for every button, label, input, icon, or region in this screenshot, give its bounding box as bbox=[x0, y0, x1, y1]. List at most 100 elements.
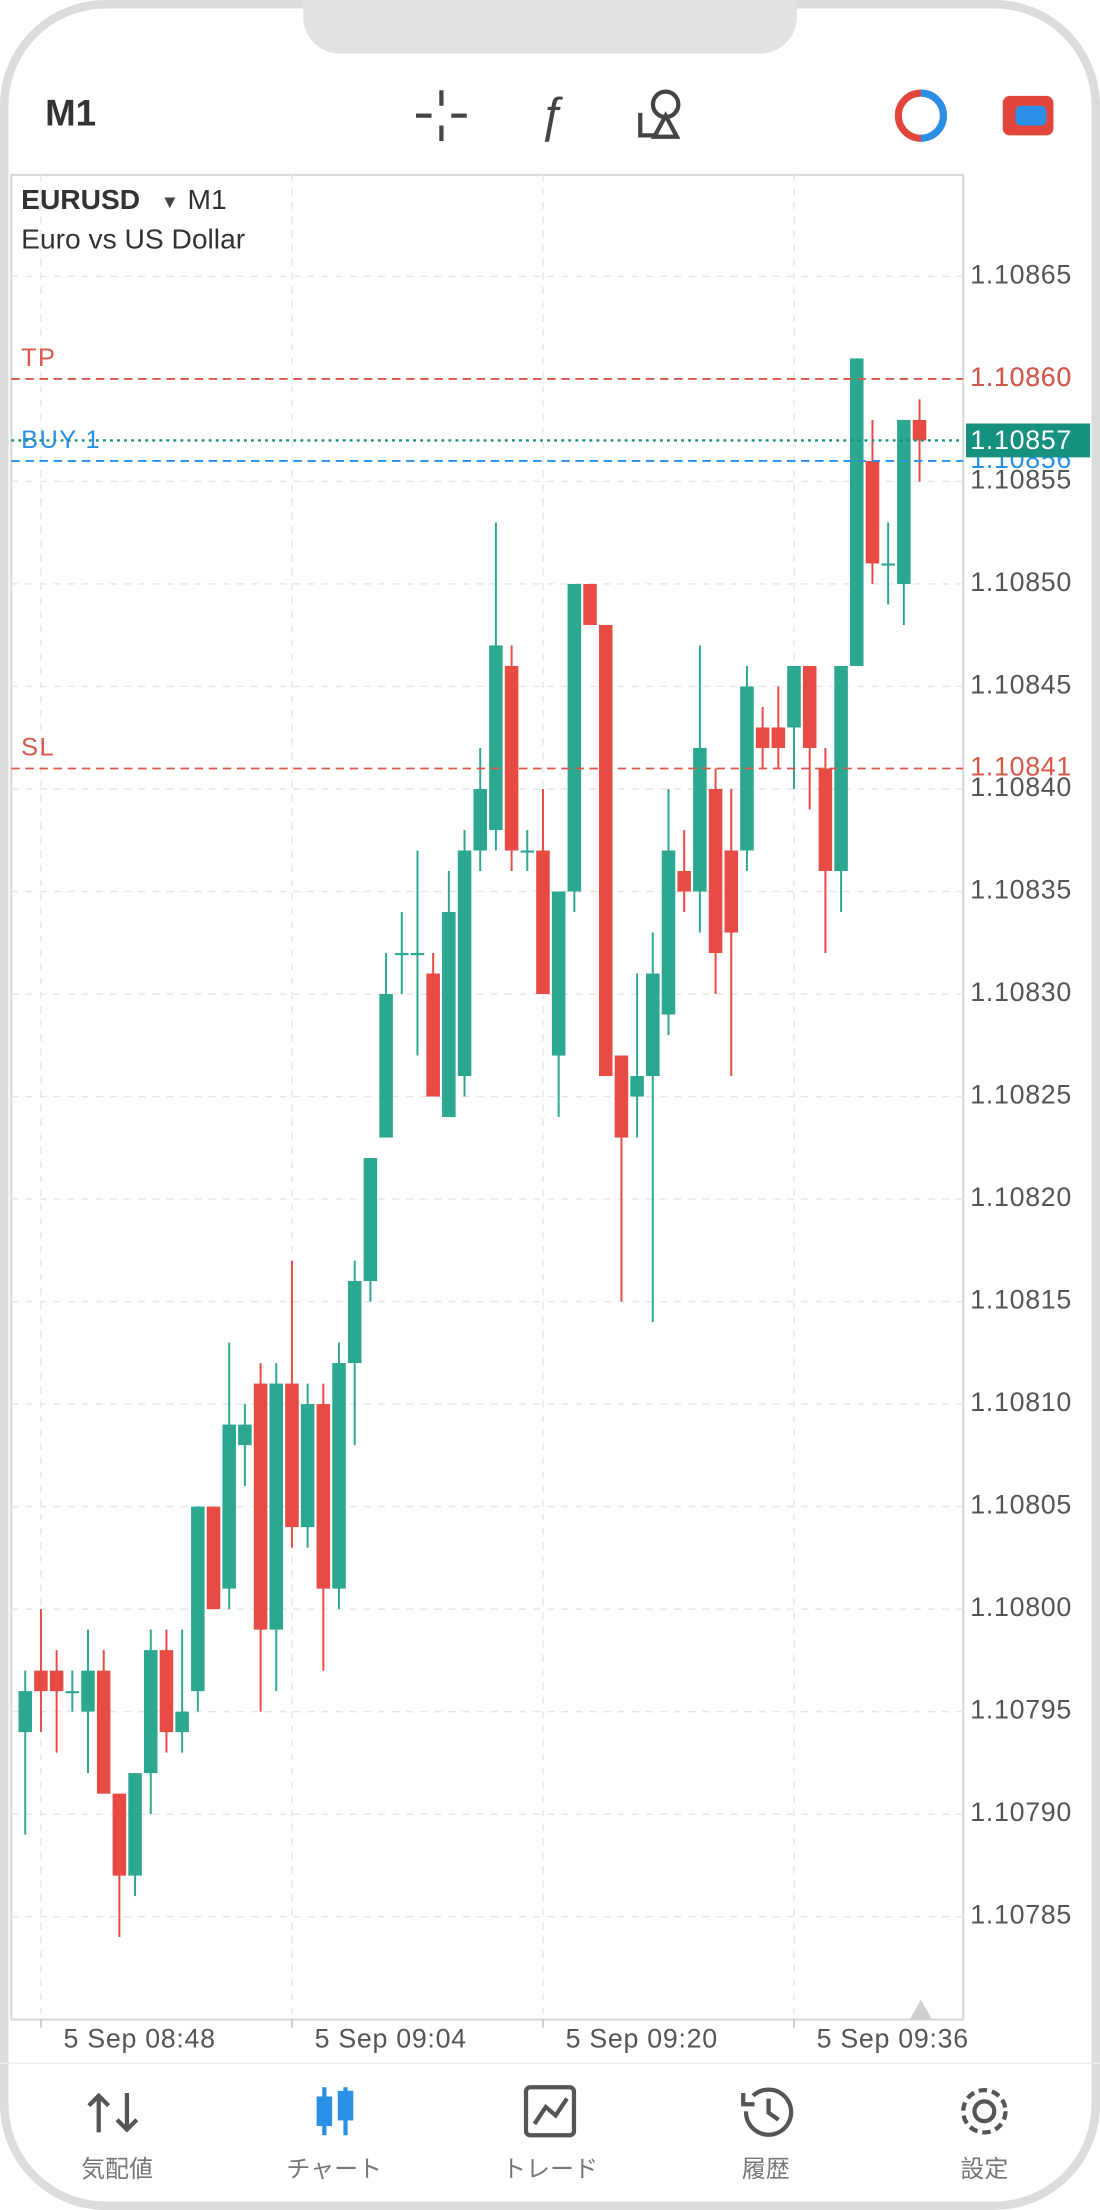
y-tick-label: 1.10805 bbox=[970, 1490, 1072, 1520]
x-tick-label: 5 Sep 09:04 bbox=[315, 2023, 467, 2053]
candle-body bbox=[49, 1670, 64, 1692]
level-name: TP bbox=[21, 344, 56, 372]
y-tick-label: 1.10855 bbox=[970, 465, 1072, 495]
candle-body bbox=[787, 665, 801, 728]
candle-body bbox=[442, 912, 456, 1118]
candle-body bbox=[128, 1773, 142, 1876]
candle-body bbox=[630, 1076, 644, 1097]
y-tick-label: 1.10850 bbox=[970, 567, 1072, 597]
candle-body bbox=[489, 645, 503, 830]
candle-body bbox=[865, 460, 880, 564]
candle-body bbox=[818, 768, 833, 872]
timeframe-button[interactable]: M1 bbox=[45, 92, 96, 133]
candle-body bbox=[410, 953, 425, 956]
candle-body bbox=[693, 747, 707, 892]
candle-body bbox=[143, 1650, 158, 1774]
crosshair-icon[interactable] bbox=[416, 90, 467, 142]
candle-body bbox=[677, 871, 691, 892]
nav-item[interactable]: チャート bbox=[286, 2156, 382, 2183]
candle-body bbox=[567, 583, 582, 892]
nav-icons bbox=[87, 2085, 1008, 2138]
candle-body bbox=[771, 727, 786, 748]
candle-body bbox=[708, 788, 723, 954]
candle-body bbox=[646, 973, 660, 1077]
x-tick-label: 5 Sep 09:20 bbox=[566, 2023, 718, 2053]
plot: 1.10785 1.10790 1.10795 1.10800 1.10805 1.108… bbox=[11, 173, 1091, 2053]
y-tick-label: 1.10785 bbox=[970, 1900, 1072, 1930]
candle-body bbox=[222, 1424, 236, 1589]
candle-body bbox=[316, 1404, 331, 1589]
candle-body bbox=[598, 624, 613, 1077]
candle-body bbox=[426, 973, 440, 1097]
candle-body bbox=[802, 665, 817, 748]
candle-body bbox=[269, 1383, 284, 1630]
candle-body bbox=[614, 1055, 629, 1138]
candle-body bbox=[238, 1424, 252, 1446]
candle-body bbox=[881, 563, 895, 566]
y-tick-label: 1.10820 bbox=[970, 1182, 1072, 1212]
candle-body bbox=[379, 994, 393, 1138]
symbol-description: Euro vs US Dollar bbox=[21, 223, 245, 255]
candle-body bbox=[536, 850, 550, 995]
current-price-box bbox=[966, 423, 1091, 458]
candle-body bbox=[849, 358, 864, 666]
candle-body bbox=[755, 727, 770, 748]
y-tick-label: 1.10865 bbox=[970, 259, 1072, 289]
y-tick-label: 1.10860 bbox=[970, 362, 1072, 392]
nav-item[interactable]: 履歴 bbox=[742, 2156, 790, 2183]
candle-body bbox=[285, 1383, 299, 1528]
candle-body bbox=[112, 1793, 127, 1876]
current-price-label: 1.10857 bbox=[970, 425, 1072, 455]
y-tick-label: 1.10840 bbox=[970, 772, 1072, 802]
candle-body bbox=[583, 583, 597, 625]
candle-body bbox=[520, 850, 535, 853]
candle-body bbox=[457, 850, 472, 1077]
account-icon[interactable] bbox=[1002, 95, 1054, 136]
candle-body bbox=[834, 665, 848, 872]
scroll-marker bbox=[909, 1999, 933, 2020]
candle-body bbox=[206, 1506, 221, 1610]
nav-item[interactable]: トレード bbox=[502, 2156, 598, 2183]
y-tick-label: 1.10825 bbox=[970, 1080, 1072, 1110]
y-tick-label: 1.10800 bbox=[970, 1592, 1072, 1622]
candle-body bbox=[897, 419, 911, 584]
chart-timeframe: M1 bbox=[188, 183, 227, 215]
candle-body bbox=[363, 1158, 378, 1282]
candle-body bbox=[300, 1404, 315, 1528]
candle-body bbox=[332, 1363, 346, 1589]
candle-body bbox=[551, 891, 566, 1056]
level-price: 1.10841 bbox=[970, 752, 1072, 782]
trade-icon[interactable] bbox=[894, 89, 947, 142]
candle-body bbox=[81, 1670, 95, 1712]
candle-body bbox=[347, 1281, 362, 1364]
y-tick-label: 1.10795 bbox=[970, 1695, 1072, 1725]
candle-body bbox=[253, 1383, 268, 1630]
bottom-nav: 気配値 チャート トレード 履歴 設定 bbox=[81, 2156, 1008, 2183]
y-tick-label: 1.10830 bbox=[970, 977, 1072, 1007]
candle-body bbox=[912, 419, 927, 441]
candle-body bbox=[34, 1670, 48, 1692]
candle-body bbox=[96, 1670, 111, 1794]
x-tick-label: 5 Sep 09:36 bbox=[817, 2023, 969, 2053]
candle-body bbox=[65, 1691, 80, 1694]
y-tick-label: 1.10810 bbox=[970, 1387, 1072, 1417]
x-tick-label: 5 Sep 08:48 bbox=[64, 2023, 216, 2053]
y-tick-label: 1.10835 bbox=[970, 875, 1072, 905]
notch bbox=[303, 0, 797, 54]
nav-item[interactable]: 設定 bbox=[960, 2156, 1008, 2183]
candle-body bbox=[191, 1506, 205, 1692]
indicator-icon[interactable]: ƒ bbox=[538, 89, 565, 142]
candle-body bbox=[395, 953, 409, 956]
candle-body bbox=[724, 850, 739, 933]
candle-body bbox=[473, 788, 487, 851]
symbol: EURUSD bbox=[21, 183, 140, 215]
nav-item[interactable]: 気配値 bbox=[81, 2156, 153, 2183]
candle-body bbox=[504, 665, 519, 851]
objects-icon[interactable] bbox=[638, 89, 681, 139]
level-price: 1.10860 bbox=[970, 362, 1072, 392]
candle-body bbox=[159, 1650, 174, 1733]
dropdown-arrow[interactable]: ▼ bbox=[161, 191, 179, 212]
